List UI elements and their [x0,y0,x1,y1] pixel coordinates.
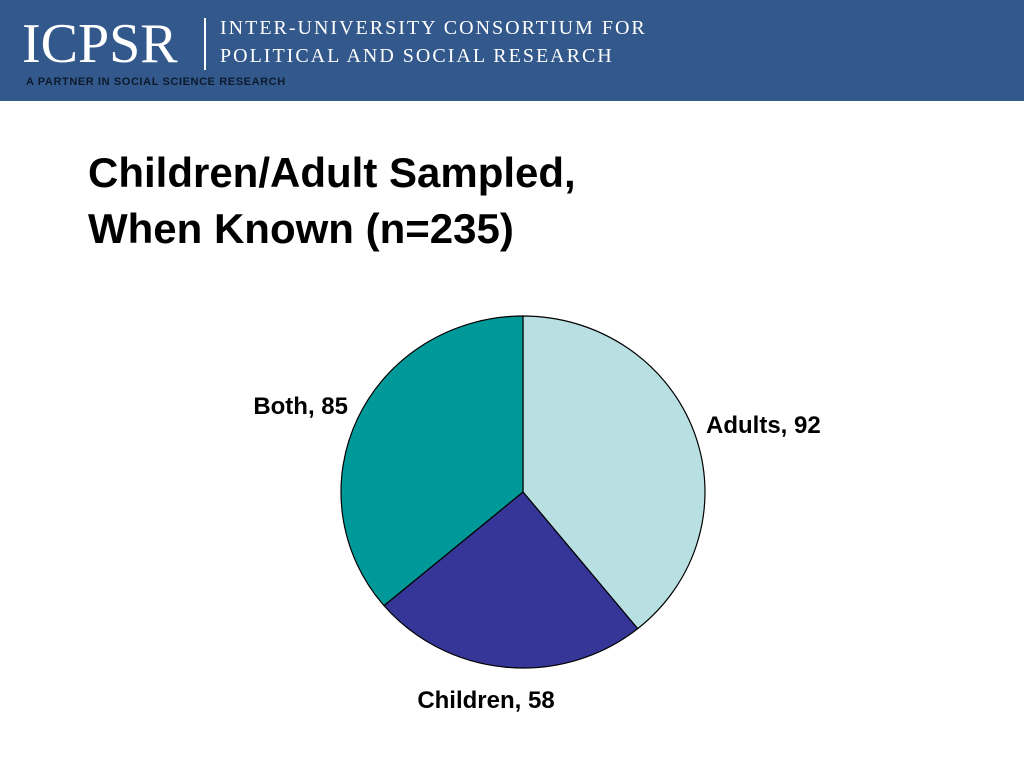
pie-label-both: Both, 85 [253,393,348,420]
pie-slice-both [340,315,524,607]
org-name-line-2: POLITICAL AND SOCIAL RESEARCH [220,45,614,67]
pie-slice-adults [522,315,706,630]
pie-slices [340,315,706,669]
org-name-line-1: INTER-UNIVERSITY CONSORTIUM FOR [220,17,647,39]
tagline: A PARTNER IN SOCIAL SCIENCE RESEARCH [26,76,286,88]
header-banner: ICPSR INTER-UNIVERSITY CONSORTIUM FOR PO… [0,0,1024,101]
slide-title: Children/Adult Sampled, When Known (n=23… [88,145,908,257]
pie-label-children: Children, 58 [417,687,554,714]
pie-labels: Adults, 92 Children, 58 Both, 85 [253,393,820,714]
icpsr-logo: ICPSR [22,13,178,75]
logo-divider [204,18,206,70]
slide-title-line-1: Children/Adult Sampled, [88,149,576,196]
pie-slice-children [383,491,639,669]
slide-title-line-2: When Known (n=235) [88,205,514,252]
pie-label-adults: Adults, 92 [706,412,821,439]
